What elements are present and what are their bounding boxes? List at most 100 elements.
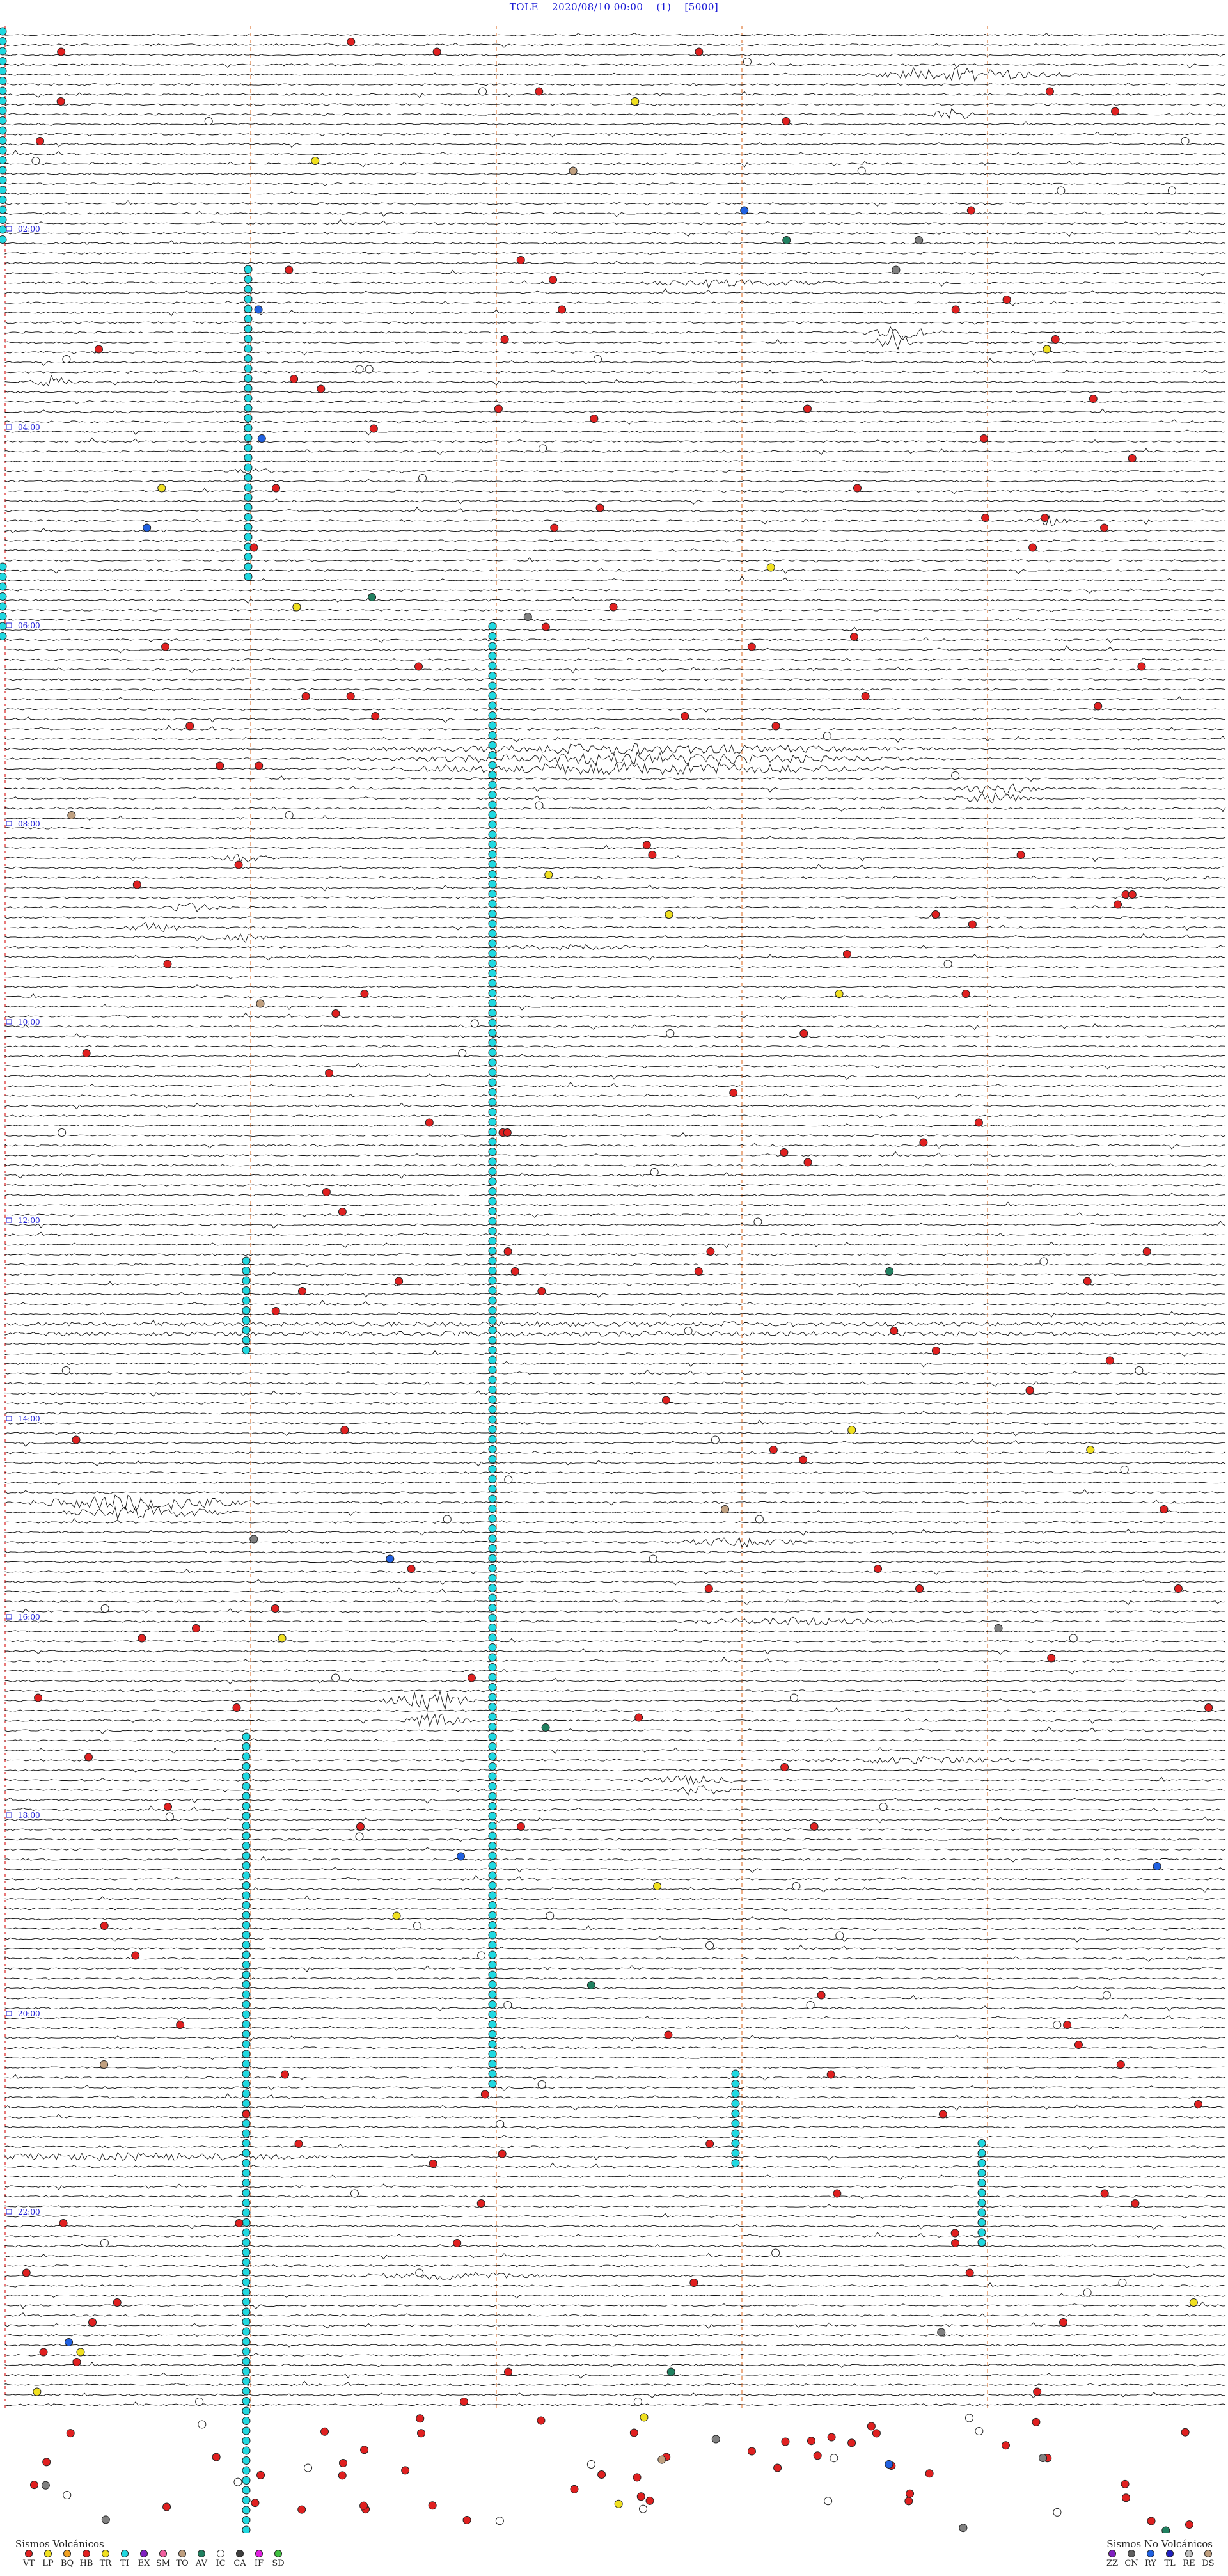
ic-marker xyxy=(879,1803,888,1811)
trace-lines xyxy=(4,33,1226,2406)
vt-marker xyxy=(138,1634,146,1643)
trace-row xyxy=(4,2144,1226,2151)
ic-marker xyxy=(415,2268,424,2277)
lp-marker xyxy=(544,871,553,879)
vt-marker xyxy=(338,2459,347,2468)
av-marker xyxy=(586,1981,595,1989)
vt-marker xyxy=(338,1208,347,1216)
ti-marker xyxy=(488,661,497,670)
trace-row xyxy=(4,200,1226,207)
trace-row xyxy=(4,33,1226,36)
trace-row xyxy=(4,1895,1226,1902)
ca-marker xyxy=(892,265,901,274)
vt-marker xyxy=(131,1951,140,1960)
ti-marker xyxy=(242,2020,251,2028)
legend-nonvolcanic-title: Sismos No Volcánicos xyxy=(1106,2538,1213,2550)
ic-marker xyxy=(495,2517,504,2525)
ti-marker xyxy=(488,1851,497,1860)
ti-marker xyxy=(242,1871,251,1880)
vt-marker xyxy=(645,2496,654,2505)
trace-row xyxy=(4,2334,1226,2337)
lp-marker xyxy=(1043,345,1051,354)
ti-marker xyxy=(244,275,253,283)
legend-dot xyxy=(217,2550,224,2557)
ic-marker xyxy=(649,1554,657,1563)
ti-marker xyxy=(242,1911,251,1920)
legend-dot xyxy=(102,2550,109,2557)
ic-marker xyxy=(650,1168,659,1176)
legend-code: TO xyxy=(176,2559,189,2568)
trace-row xyxy=(4,321,1226,325)
vt-marker xyxy=(1047,1654,1056,1663)
hour-label: 18:00 xyxy=(18,1811,40,1820)
vt-marker xyxy=(425,1118,434,1127)
ti-marker xyxy=(242,2139,251,2147)
hour-label-marker xyxy=(6,2011,12,2016)
vt-marker xyxy=(590,415,599,423)
ti-marker xyxy=(0,562,7,571)
trace-row xyxy=(4,1707,1226,1713)
ti-marker xyxy=(488,1118,497,1126)
vt-marker xyxy=(706,1247,715,1256)
ti-marker xyxy=(242,2476,251,2485)
vt-marker xyxy=(850,633,859,641)
trace-row xyxy=(4,751,1226,765)
ti-marker xyxy=(488,979,497,988)
vt-marker xyxy=(981,514,990,522)
ti-marker xyxy=(242,2010,251,2019)
trace-row xyxy=(4,182,1226,186)
trace-row xyxy=(4,429,1226,436)
hour-label: 04:00 xyxy=(18,423,40,432)
ti-marker xyxy=(242,2089,251,2098)
vt-marker xyxy=(1105,1356,1114,1365)
hour-label: 14:00 xyxy=(18,1414,40,1423)
legend-dot xyxy=(255,2550,263,2557)
ti-marker xyxy=(0,573,7,581)
legend-code: RE xyxy=(1183,2559,1195,2568)
trace-row xyxy=(4,1402,1226,1406)
vt-marker xyxy=(535,87,544,96)
trace-row xyxy=(4,1063,1226,1070)
trace-row xyxy=(4,2183,1226,2190)
ds-marker xyxy=(721,1505,730,1513)
vt-marker xyxy=(1045,87,1054,96)
ti-marker xyxy=(488,1624,497,1632)
trace-row xyxy=(4,142,1226,148)
ti-marker xyxy=(0,216,7,224)
legend-dot xyxy=(44,2550,52,2557)
hour-labels: 02:00 04:00 06:00 08:00 10:00 12:00 14:00 16:00… xyxy=(6,225,40,2216)
vt-marker xyxy=(395,1277,404,1286)
vt-marker xyxy=(272,484,281,493)
ti-marker xyxy=(488,681,497,690)
trace-row xyxy=(4,1713,1226,1728)
vt-marker xyxy=(950,2229,959,2238)
ic-marker xyxy=(705,1941,714,1950)
trace-row xyxy=(4,1381,1226,1387)
trace-row xyxy=(4,1908,1226,1911)
vt-marker xyxy=(537,2416,546,2425)
ic-marker xyxy=(964,2414,973,2422)
ic-marker xyxy=(31,157,40,165)
trace-row xyxy=(4,678,1226,681)
ti-marker xyxy=(242,1961,251,1969)
trace-row xyxy=(4,1142,1226,1150)
ti-marker xyxy=(977,2179,986,2187)
trace-row xyxy=(4,2093,1226,2099)
ti-marker xyxy=(977,2228,986,2237)
ti-marker xyxy=(488,1772,497,1781)
trace-row xyxy=(4,1560,1226,1564)
vt-marker xyxy=(416,2414,425,2423)
ti-marker xyxy=(488,1157,497,1166)
vt-marker xyxy=(163,1803,172,1811)
legend-volcanic-vt: VT xyxy=(19,2550,38,2568)
ic-marker xyxy=(1135,1366,1144,1375)
ti-marker xyxy=(488,2080,497,2088)
trace-row xyxy=(4,251,1226,256)
ic-marker xyxy=(504,1475,513,1484)
vt-marker xyxy=(162,2502,171,2511)
ti-marker xyxy=(242,2456,251,2465)
ti-marker xyxy=(0,612,7,620)
trace-row xyxy=(4,548,1226,553)
ry-marker xyxy=(257,434,266,443)
vt-marker xyxy=(1142,1247,1151,1256)
